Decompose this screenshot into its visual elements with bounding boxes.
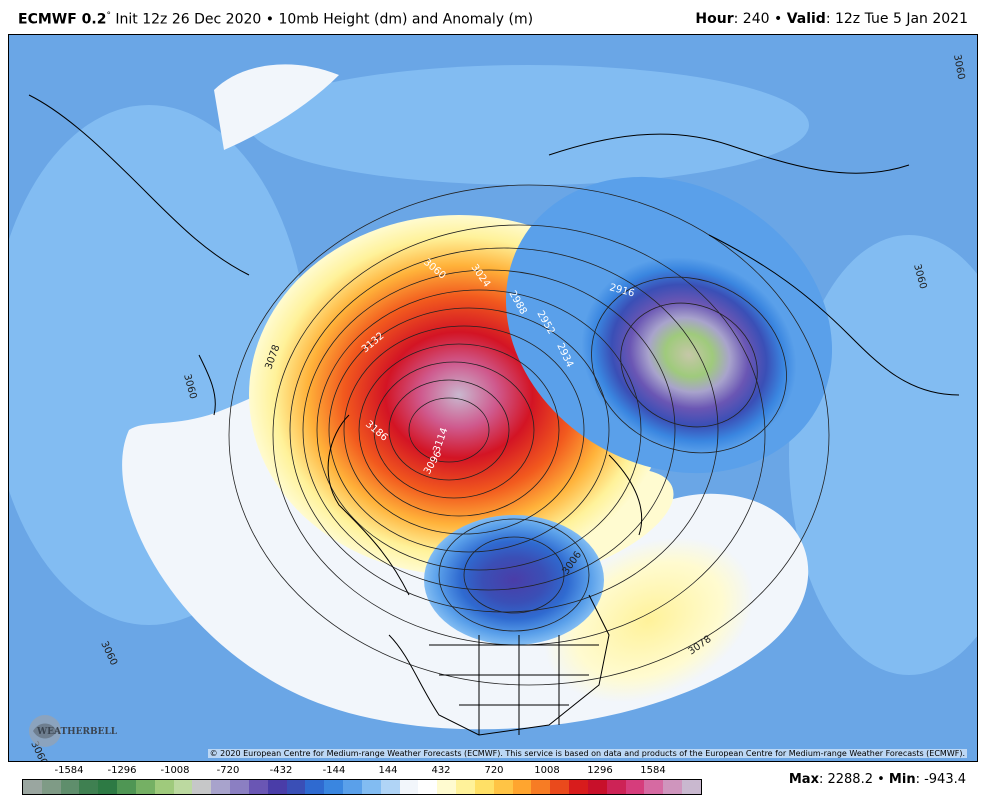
contour-label: 3060 bbox=[951, 54, 966, 81]
min-label: Min bbox=[888, 772, 916, 787]
colorbar-swatch bbox=[211, 780, 231, 794]
colorbar-swatch bbox=[60, 780, 80, 794]
height-contours bbox=[228, 184, 830, 686]
colorbar-swatches bbox=[22, 779, 702, 795]
colorbar-swatch bbox=[493, 780, 513, 794]
colorbar-tick: -144 bbox=[322, 765, 346, 776]
colorbar-swatch bbox=[324, 780, 344, 794]
colorbar-tick: -1584 bbox=[54, 765, 84, 776]
colorbar-swatch bbox=[474, 780, 494, 794]
map-canvas: 3060 3060 3078 3060 3132 3060 3024 2988 … bbox=[9, 35, 977, 761]
colorbar-swatch bbox=[173, 780, 193, 794]
logo-graphic: WEATHERBELL bbox=[29, 715, 118, 747]
max-value: : 2288.2 bbox=[818, 772, 873, 787]
valid-label: Valid bbox=[786, 11, 826, 27]
colorbar-swatch bbox=[23, 780, 42, 794]
field-name: 10mb Height (dm) and Anomaly (m) bbox=[278, 11, 534, 28]
colorbar-swatch bbox=[456, 780, 475, 794]
colorbar-swatch bbox=[98, 780, 118, 794]
colorbar-swatch bbox=[286, 780, 306, 794]
colorbar-tick: -1296 bbox=[107, 765, 137, 776]
max-min-stats: Max: 2288.2 • Min: -943.4 bbox=[789, 772, 966, 787]
title-separator: • bbox=[265, 11, 275, 28]
colorbar-tick: 1296 bbox=[587, 765, 613, 776]
map-panel[interactable]: 3060 3060 3078 3060 3132 3060 3024 2988 … bbox=[8, 34, 978, 762]
anomaly-band bbox=[249, 65, 809, 185]
colorbar-tick: -1008 bbox=[160, 765, 190, 776]
degree-mark: ° bbox=[106, 11, 111, 21]
colorbar-labels: -1584 -1296 -1008 -720 -432 -144 144 432… bbox=[22, 763, 702, 777]
colorbar-swatch bbox=[79, 780, 99, 794]
colorbar-swatch bbox=[305, 780, 325, 794]
colorbar-tick: -720 bbox=[216, 765, 240, 776]
colorbar-tick: -432 bbox=[269, 765, 293, 776]
pale-patch bbox=[214, 64, 339, 150]
colorbar-tick: 1008 bbox=[534, 765, 560, 776]
stats-separator: • bbox=[877, 772, 885, 787]
map-title: ECMWF 0.2° Init 12z 26 Dec 2020 • 10mb H… bbox=[18, 11, 533, 28]
coastlines bbox=[28, 94, 960, 736]
valid-separator: • bbox=[773, 11, 783, 27]
anomaly-band bbox=[789, 235, 977, 675]
colorbar-swatch bbox=[361, 780, 381, 794]
colorbar-swatch bbox=[587, 780, 607, 794]
colorbar-swatch bbox=[663, 780, 682, 794]
max-label: Max bbox=[788, 772, 819, 787]
colorbar-tick: 1584 bbox=[640, 765, 666, 776]
colorbar-tick: 720 bbox=[484, 765, 504, 776]
colorbar-swatch bbox=[399, 780, 419, 794]
colorbar-swatch bbox=[681, 780, 701, 794]
colorbar-tick: 144 bbox=[378, 765, 398, 776]
colorbar-swatch bbox=[550, 780, 570, 794]
colorbar-swatch bbox=[418, 780, 438, 794]
logo-text: WEATHERBELL bbox=[36, 727, 118, 737]
colorbar-swatch bbox=[644, 780, 664, 794]
hour-value: : 240 bbox=[733, 11, 770, 27]
colorbar-swatch bbox=[531, 780, 551, 794]
colorbar-tick: 432 bbox=[431, 765, 451, 776]
colorbar-swatch bbox=[606, 780, 626, 794]
colorbar: -1584 -1296 -1008 -720 -432 -144 144 432… bbox=[22, 763, 702, 799]
weatherbell-logo: WEATHERBELL bbox=[25, 711, 121, 751]
colorbar-swatch bbox=[117, 780, 136, 794]
model-name: ECMWF 0.2 bbox=[18, 11, 107, 28]
min-value: : -943.4 bbox=[915, 772, 966, 787]
colorbar-swatch bbox=[437, 780, 457, 794]
header: ECMWF 0.2° Init 12z 26 Dec 2020 • 10mb H… bbox=[0, 0, 984, 34]
init-time: Init 12z 26 Dec 2020 bbox=[115, 11, 262, 28]
colorbar-swatch bbox=[248, 780, 268, 794]
copyright-notice: © 2020 European Centre for Medium-range … bbox=[207, 749, 967, 758]
hour-label: Hour bbox=[695, 11, 734, 27]
colorbar-swatch bbox=[625, 780, 645, 794]
colorbar-swatch bbox=[41, 780, 61, 794]
colorbar-swatch bbox=[343, 780, 362, 794]
colorbar-swatch bbox=[512, 780, 532, 794]
forecast-valid: Hour: 240 • Valid: 12z Tue 5 Jan 2021 bbox=[695, 11, 968, 27]
colorbar-swatch bbox=[154, 780, 174, 794]
colorbar-swatch bbox=[135, 780, 155, 794]
colorbar-swatch bbox=[192, 780, 212, 794]
colorbar-swatch bbox=[267, 780, 287, 794]
colorbar-swatch bbox=[230, 780, 249, 794]
colorbar-swatch bbox=[380, 780, 400, 794]
north-america-cold-anomaly bbox=[424, 515, 604, 645]
eurasian-cold-anomaly bbox=[581, 257, 797, 453]
colorbar-swatch bbox=[569, 780, 588, 794]
valid-value: : 12z Tue 5 Jan 2021 bbox=[825, 11, 968, 27]
